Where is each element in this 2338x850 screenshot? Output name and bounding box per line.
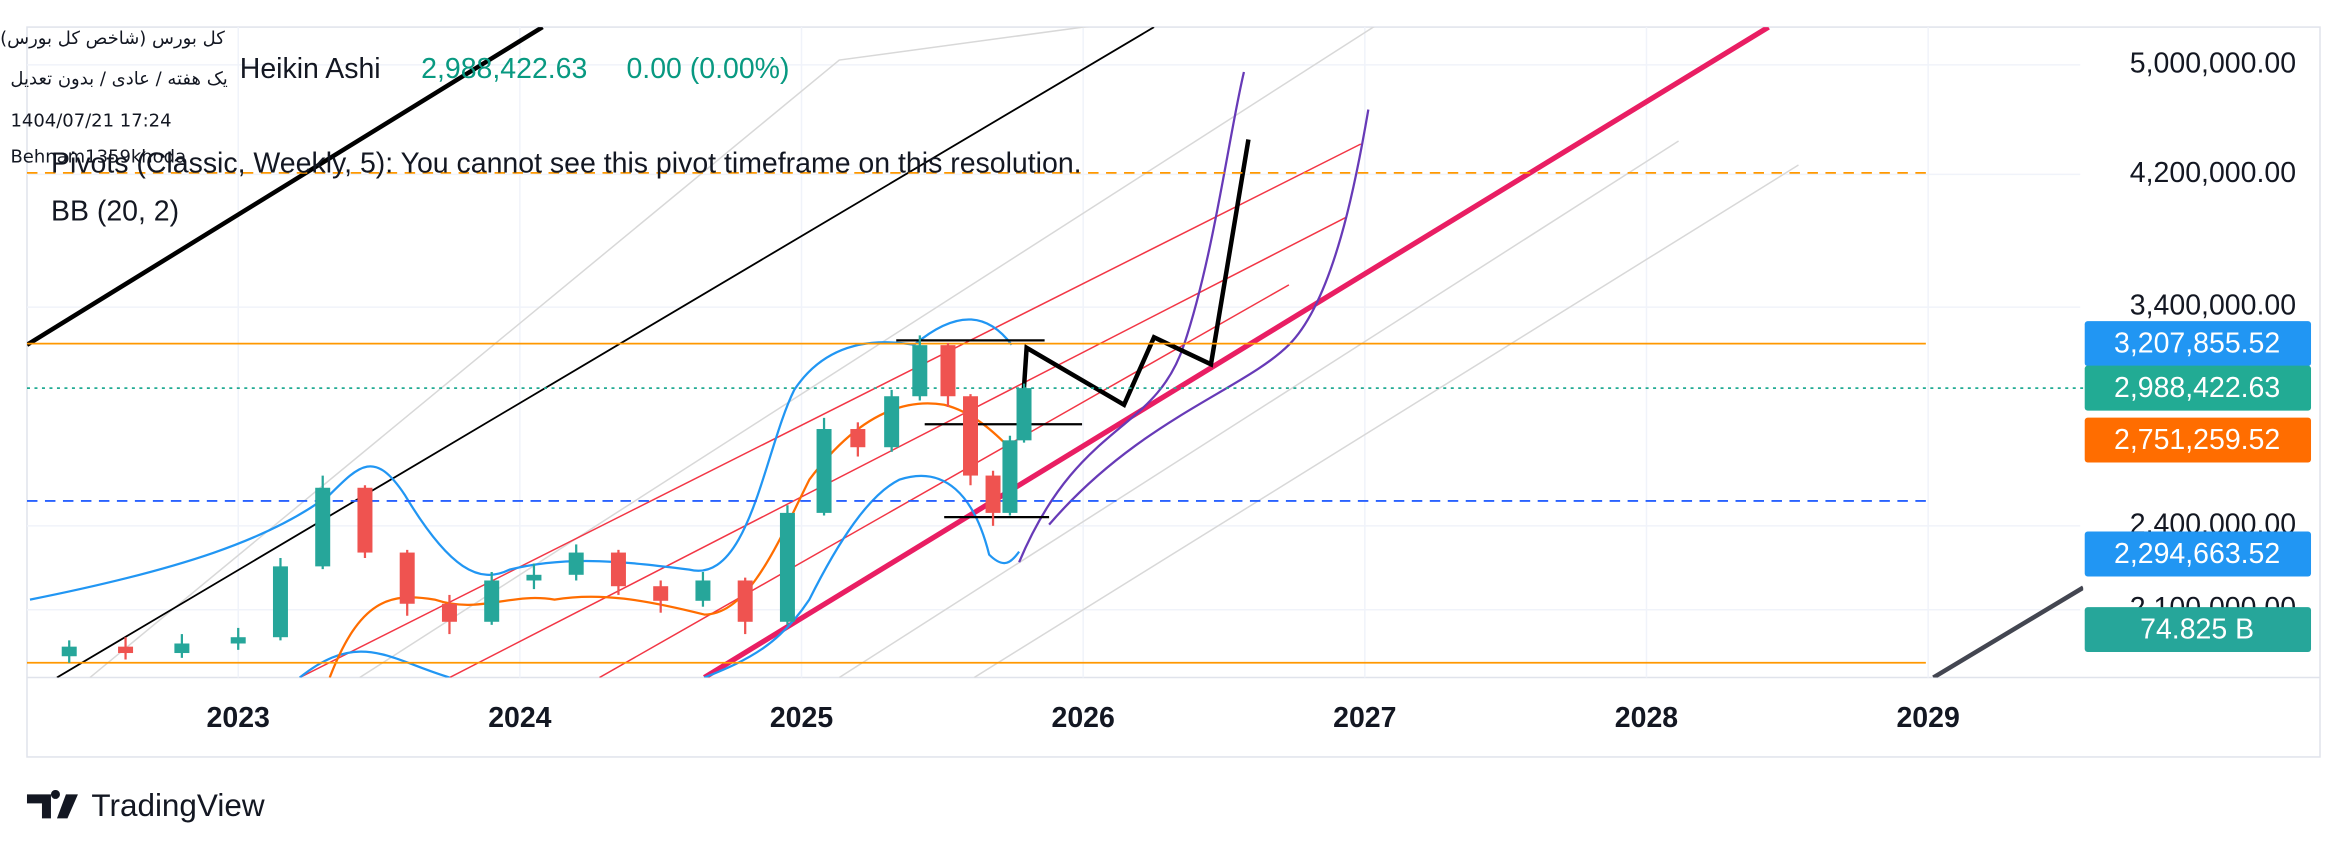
channel-line: [838, 140, 1679, 678]
candle-body: [610, 552, 626, 587]
price-badge: [2084, 417, 2312, 463]
candle-body: [441, 603, 457, 622]
overlay-settings: یک هفته / عادی / بدون تعدیل: [10, 69, 227, 90]
overlay: کل بورس (شاخص کل بورس) یک هفته / عادی / …: [0, 28, 228, 167]
y-tick-label: 3,400,000.00: [2130, 290, 2296, 322]
logo: [26, 789, 78, 819]
x-tick-label: 2028: [1615, 702, 1678, 734]
x-tick-label: 2026: [1052, 702, 1115, 734]
candle-body: [737, 580, 753, 622]
price-badge-label: 2,751,259.52: [2114, 424, 2280, 456]
candle-body: [118, 646, 134, 654]
y-tick-label: 4,200,000.00: [2130, 157, 2296, 189]
overlay-author: Behnam1359khoda: [10, 146, 186, 167]
price-badge: [2084, 365, 2312, 411]
candle-body: [357, 487, 373, 553]
candle-body: [230, 637, 246, 644]
channel-line: [359, 27, 1375, 678]
trend-line: [1932, 585, 2084, 678]
candle-body: [61, 646, 77, 657]
candle-body: [484, 580, 500, 622]
x-tick-label: 2025: [770, 702, 833, 734]
y-tick-label: 5,000,000.00: [2130, 47, 2296, 79]
projection-curve: [1048, 109, 1370, 526]
candle-body: [850, 429, 866, 448]
trend-line: [26, 27, 544, 347]
candle-body: [526, 574, 542, 581]
legend-bb: BB (20, 2): [51, 195, 179, 227]
candle-body: [272, 566, 288, 638]
x-tick-label: 2024: [488, 702, 551, 734]
candle-body: [315, 487, 331, 567]
candle-body: [695, 580, 711, 601]
volume-badge-label: 74.825 B: [2140, 614, 2254, 646]
candle-body: [1016, 388, 1032, 441]
x-tick-label: 2023: [207, 702, 270, 734]
price-badge: [2084, 321, 2312, 367]
price-badge-label: 2,988,422.63: [2114, 372, 2280, 404]
candle-body: [884, 396, 900, 448]
legend-price: 2,988,422.63: [421, 53, 587, 85]
frame: [26, 26, 2321, 758]
overlay-timestamp: 1404/07/21 17:24: [10, 111, 171, 132]
bollinger-basis: [328, 402, 1013, 678]
candle-body: [653, 586, 669, 601]
x-tick-label: 2027: [1333, 702, 1396, 734]
x-tick-label: 2029: [1896, 702, 1959, 734]
candle-body: [1002, 440, 1018, 513]
bollinger-upper: [29, 318, 1013, 601]
projection-curve: [1018, 71, 1246, 563]
candle-body: [816, 429, 832, 513]
candle-body: [568, 552, 584, 575]
legend-change: 0.00 (0.00%): [626, 53, 789, 85]
trend-line: [56, 27, 1155, 678]
legend-style: Heikin Ashi: [240, 53, 381, 85]
projection-path: [1021, 139, 1251, 408]
trend-line: [703, 27, 1770, 678]
brand-name: TradingView: [91, 788, 264, 823]
candle-body: [985, 475, 1001, 513]
price-badge-label: 3,207,855.52: [2114, 328, 2280, 360]
candle-body: [963, 396, 979, 476]
overlay-symbol: کل بورس (شاخص کل بورس): [0, 28, 225, 49]
brand: TradingView: [26, 788, 265, 823]
price-badge: [2084, 531, 2312, 577]
drawings: [26, 27, 2084, 678]
candle-body: [399, 552, 415, 604]
candle-body: [174, 643, 190, 654]
bollinger-lower: [299, 474, 1021, 678]
channel-line: [449, 216, 1347, 678]
channel-line: [973, 164, 1799, 678]
price-badge-label: 2,294,663.52: [2114, 538, 2280, 570]
legend-pivots: Pivots (Classic, Weekly, 5): You cannot …: [51, 147, 1082, 179]
legend: Heikin Ashi 2,988,422.63 0.00 (0.00%) Pi…: [51, 53, 1082, 227]
candle-body: [779, 512, 795, 622]
candle-body: [940, 345, 956, 397]
candle-body: [912, 345, 928, 397]
level-segment: [896, 339, 1083, 519]
channel-line: [89, 27, 1089, 678]
channel-line: [299, 143, 1362, 678]
volume-badge: [2084, 607, 2312, 653]
